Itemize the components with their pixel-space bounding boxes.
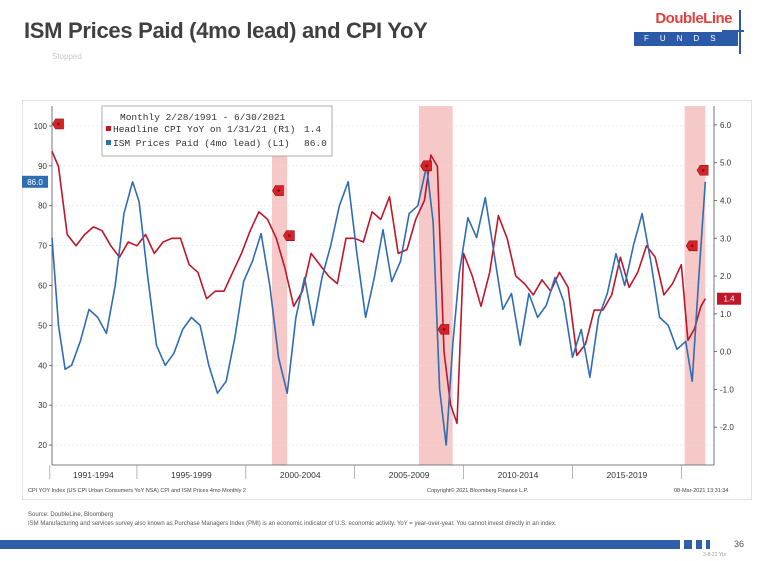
left-tick-label: 60 (38, 282, 47, 291)
logo-cross-vertical (739, 10, 741, 54)
legend-swatch-cpi (106, 126, 111, 131)
axes: 20 30 40 50 60 70 80 90 100 6.0 5.0 4.0 3.0 2.0 1.0 0.0… (22, 106, 741, 480)
cpi-series-line (51, 150, 706, 425)
event-marker-dot (701, 168, 705, 172)
right-tick-label: -2.0 (720, 423, 734, 432)
footer-dash-1 (684, 540, 692, 549)
chart-legend: Monthly 2/28/1991 - 6/30/2021 Headline C… (101, 105, 333, 157)
series-lines (51, 150, 707, 446)
doubleline-logo: DoubleLine FUNDS (632, 10, 744, 54)
x-period-label: 2000-2004 (280, 470, 321, 480)
event-markers (52, 118, 709, 335)
right-tick-label: 4.0 (720, 196, 732, 205)
chart-note-center: Copyright© 2021 Bloomberg Finance L.P. (427, 487, 529, 494)
left-tick-label: 30 (38, 401, 47, 410)
cpi-current-value-label: 1.4 (723, 295, 735, 304)
legend-header: Monthly 2/28/1991 - 6/30/2021 (120, 112, 286, 123)
event-marker-dot (690, 244, 694, 248)
event-marker-dot (287, 234, 291, 238)
recession-band (684, 106, 706, 465)
line-chart: 20 30 40 50 60 70 80 90 100 6.0 5.0 4.0 3.0 2.0 1.0 0.0… (22, 100, 752, 500)
x-period-label: 1991-1994 (73, 470, 114, 480)
logo-cross-horizontal (722, 30, 744, 32)
legend-box (101, 105, 333, 157)
logo-brand-text: DoubleLine (655, 10, 732, 27)
source-notes: Source: DoubleLine, Bloomberg ISM Manufa… (28, 511, 557, 529)
x-period-label: 2015-2019 (607, 470, 648, 480)
right-tick-label: 6.0 (720, 121, 732, 130)
page-number: 36 (734, 539, 745, 549)
event-marker-dot (442, 327, 446, 331)
legend-label-cpi: Headline CPI YoY on 1/31/21 (R1) (113, 124, 295, 135)
footer-bar (0, 540, 680, 549)
left-tick-label: 40 (38, 361, 47, 370)
ism-current-value-tag (22, 175, 48, 188)
legend-swatch-ism (106, 140, 111, 145)
left-tick-label: 50 (38, 321, 47, 330)
chart-frame (22, 100, 752, 500)
right-tick-label: -1.0 (720, 385, 734, 394)
status-label: Stopped (52, 52, 82, 61)
left-tick-label: 20 (38, 441, 47, 450)
ism-current-value-label: 86.0 (27, 178, 43, 187)
footer-dash-2 (696, 540, 702, 549)
right-tick-label: 3.0 (720, 234, 732, 243)
legend-value-cpi: 1.4 (304, 124, 321, 135)
event-marker-dot (277, 189, 280, 192)
x-period-label: 1995-1999 (171, 470, 212, 480)
left-tick-label: 90 (38, 162, 47, 171)
event-marker-dot (57, 122, 60, 126)
footer-date: 3-8-21 Yts (703, 552, 726, 558)
x-period-label: 2005-2009 (389, 470, 430, 480)
source-line-1: Source: DoubleLine, Bloomberg (28, 512, 114, 518)
source-line-2: ISM Manufacturing and services survey al… (28, 521, 557, 527)
slide-title: ISM Prices Paid (4mo lead) and CPI YoY (24, 18, 428, 43)
x-period-label: 2010-2014 (498, 470, 539, 480)
left-tick-label: 100 (34, 122, 48, 131)
event-marker-dot (425, 164, 428, 168)
ism-series-line (51, 165, 707, 446)
logo-funds-text: FUNDS (634, 32, 738, 46)
legend-value-ism: 86.0 (304, 138, 327, 149)
right-tick-label: 5.0 (720, 159, 732, 168)
chart-note-left: CPI YOY Index (US CPI Urban Consumers Yo… (28, 488, 246, 494)
cpi-current-value-tag (717, 292, 741, 305)
left-tick-label: 80 (38, 202, 47, 211)
right-tick-label: 0.0 (720, 348, 732, 357)
right-tick-label: 2.0 (720, 272, 732, 281)
left-tick-label: 70 (38, 242, 47, 251)
chart-note-right: 08-Mar-2021 13:31:34 (674, 488, 728, 494)
right-tick-label: 1.0 (720, 310, 732, 319)
legend-label-ism: ISM Prices Paid (4mo lead) (L1) (113, 138, 290, 149)
footer-dash-3 (706, 540, 710, 549)
